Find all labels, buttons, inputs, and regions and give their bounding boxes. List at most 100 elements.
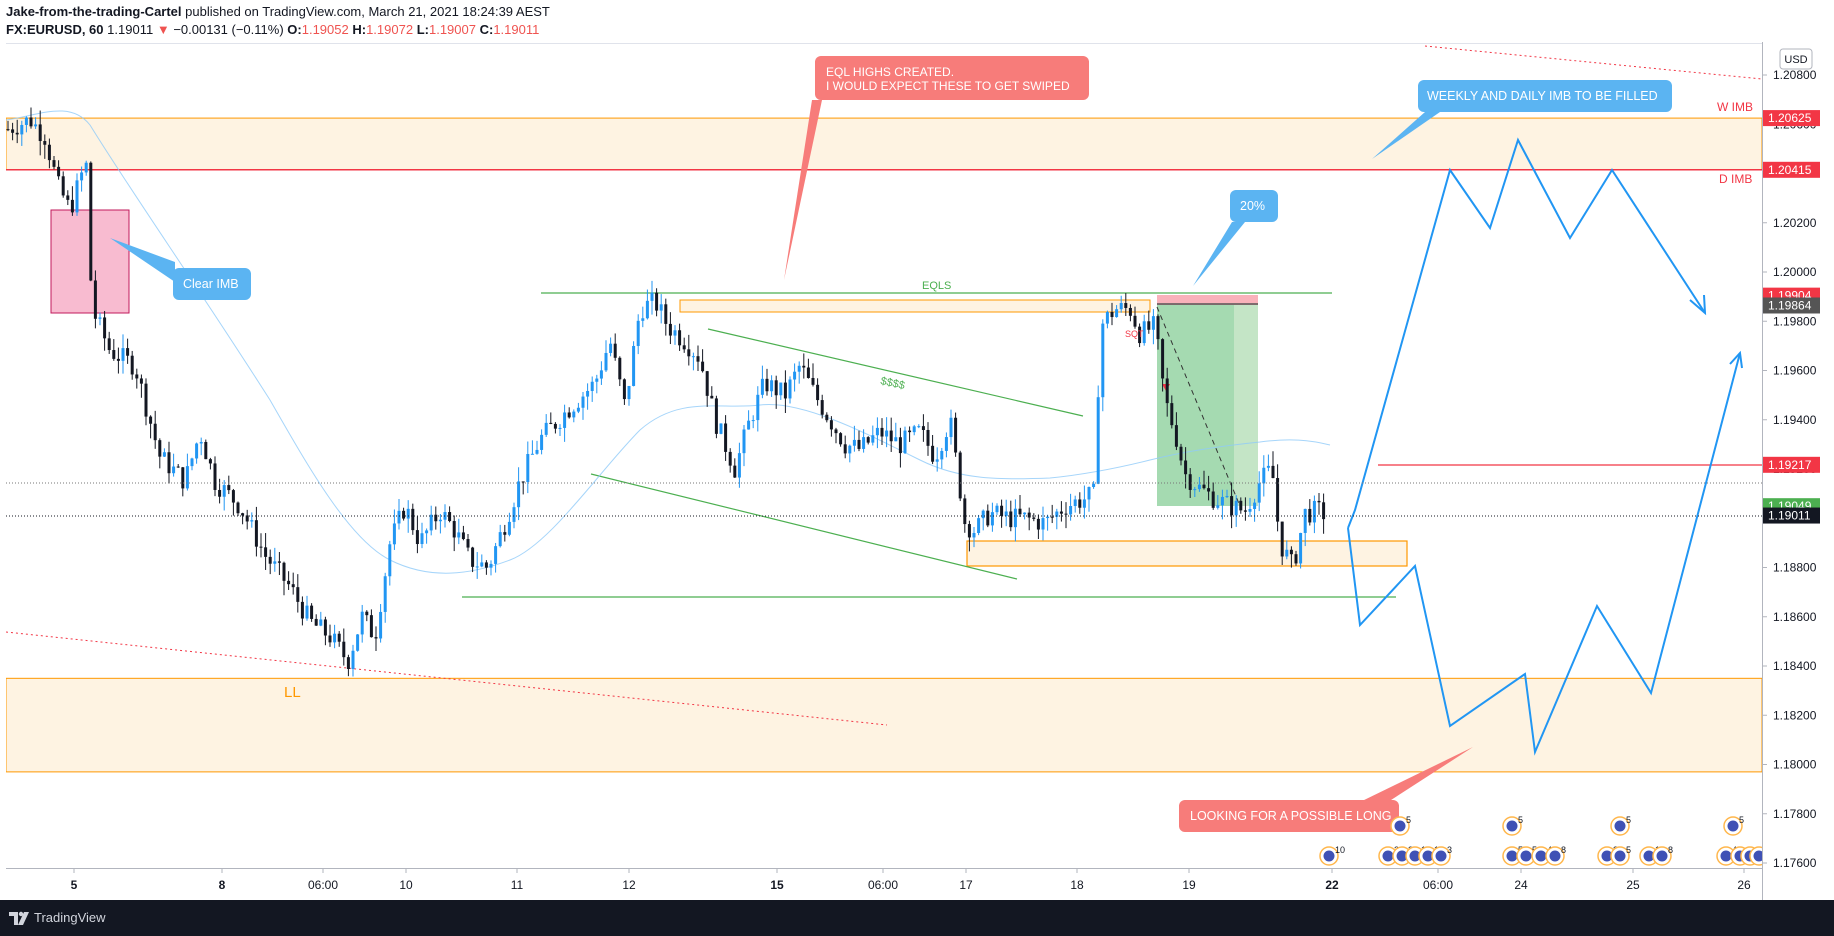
candle[interactable] [747, 410, 751, 430]
candle[interactable] [609, 337, 613, 357]
event-badge-icon[interactable]: 10 [1319, 845, 1345, 866]
candle[interactable] [457, 518, 461, 545]
candle[interactable] [1018, 494, 1022, 518]
candle[interactable] [66, 190, 70, 206]
candle[interactable] [558, 424, 562, 436]
price-tag[interactable]: 1.20625 [1763, 110, 1820, 127]
candle[interactable] [788, 376, 792, 404]
candle[interactable] [231, 488, 235, 516]
candle[interactable] [981, 509, 985, 531]
candle[interactable] [576, 402, 580, 414]
candle[interactable] [949, 409, 953, 445]
candle[interactable] [34, 117, 38, 129]
candle[interactable] [1133, 306, 1137, 329]
candle[interactable] [829, 416, 833, 437]
candle[interactable] [590, 376, 594, 402]
candle[interactable] [586, 383, 590, 410]
candle[interactable] [365, 610, 369, 622]
candle[interactable] [466, 533, 470, 552]
candle[interactable] [11, 122, 15, 141]
candle[interactable] [655, 288, 659, 317]
candle[interactable] [167, 441, 171, 484]
event-badge-icon[interactable]: 3 [1431, 845, 1452, 866]
candle[interactable] [737, 442, 741, 488]
candle[interactable] [958, 450, 962, 502]
lower-demand-zone[interactable] [6, 677, 1762, 773]
candle[interactable] [337, 631, 341, 647]
candle[interactable] [116, 347, 120, 374]
candle[interactable] [954, 412, 958, 457]
candle[interactable] [1285, 540, 1289, 560]
candle[interactable] [296, 574, 300, 613]
candle[interactable] [1239, 497, 1243, 514]
candle[interactable] [990, 502, 994, 532]
candle[interactable] [1009, 500, 1013, 532]
candle[interactable] [641, 306, 645, 328]
candle[interactable] [664, 298, 668, 336]
candle[interactable] [89, 161, 93, 282]
callout-clear-imb[interactable]: Clear IMB [110, 238, 251, 300]
candle[interactable] [811, 363, 815, 387]
candle[interactable] [728, 448, 732, 473]
candle[interactable] [521, 481, 525, 495]
tradingview-brand[interactable]: TradingView [34, 910, 106, 925]
candle[interactable] [765, 368, 769, 396]
candle[interactable] [636, 314, 640, 355]
candle[interactable] [1266, 454, 1270, 472]
candle[interactable] [563, 404, 567, 442]
candle[interactable] [1124, 293, 1128, 317]
candle[interactable] [650, 280, 654, 315]
candle[interactable] [250, 512, 254, 528]
candle[interactable] [793, 363, 797, 392]
candle[interactable] [908, 426, 912, 442]
candle[interactable] [494, 542, 498, 573]
candle[interactable] [691, 352, 695, 371]
candle[interactable] [425, 528, 429, 544]
candle[interactable] [1156, 314, 1160, 350]
candle[interactable] [1161, 338, 1165, 392]
candle[interactable] [912, 424, 916, 436]
candles[interactable] [6, 107, 1326, 677]
candle[interactable] [862, 429, 866, 453]
candle[interactable] [995, 503, 999, 515]
candle[interactable] [972, 527, 976, 548]
candle[interactable] [581, 391, 585, 420]
candle[interactable] [1036, 514, 1040, 540]
candle[interactable] [236, 501, 240, 516]
candle[interactable] [70, 186, 74, 216]
position-risk-zone[interactable] [1157, 295, 1258, 305]
candle[interactable] [572, 409, 576, 423]
candle[interactable] [438, 513, 442, 534]
candle[interactable] [374, 626, 378, 652]
candle[interactable] [1142, 314, 1146, 346]
candle[interactable] [1299, 532, 1303, 569]
candle[interactable] [1289, 546, 1293, 568]
candle[interactable] [420, 522, 424, 549]
candle[interactable] [678, 323, 682, 351]
candle[interactable] [287, 571, 291, 590]
candle[interactable] [512, 502, 516, 529]
candle[interactable] [130, 350, 134, 380]
candle[interactable] [696, 345, 700, 372]
candle[interactable] [797, 361, 801, 384]
candle[interactable] [139, 374, 143, 398]
candle[interactable] [259, 533, 263, 558]
candle[interactable] [880, 418, 884, 446]
candle[interactable] [618, 356, 622, 387]
candle[interactable] [963, 494, 967, 533]
candle[interactable] [319, 611, 323, 627]
candle[interactable] [802, 353, 806, 379]
candle[interactable] [342, 628, 346, 666]
candle[interactable] [779, 382, 783, 400]
candle[interactable] [659, 294, 663, 324]
candle[interactable] [645, 289, 649, 320]
candle[interactable] [1202, 470, 1206, 490]
candle[interactable] [369, 609, 373, 638]
candle[interactable] [158, 438, 162, 469]
candle[interactable] [1096, 385, 1100, 485]
candle[interactable] [885, 417, 889, 448]
candle[interactable] [871, 425, 875, 446]
candle[interactable] [346, 654, 350, 677]
candle[interactable] [1004, 499, 1008, 527]
price-tag[interactable]: 1.19864 [1763, 297, 1820, 314]
